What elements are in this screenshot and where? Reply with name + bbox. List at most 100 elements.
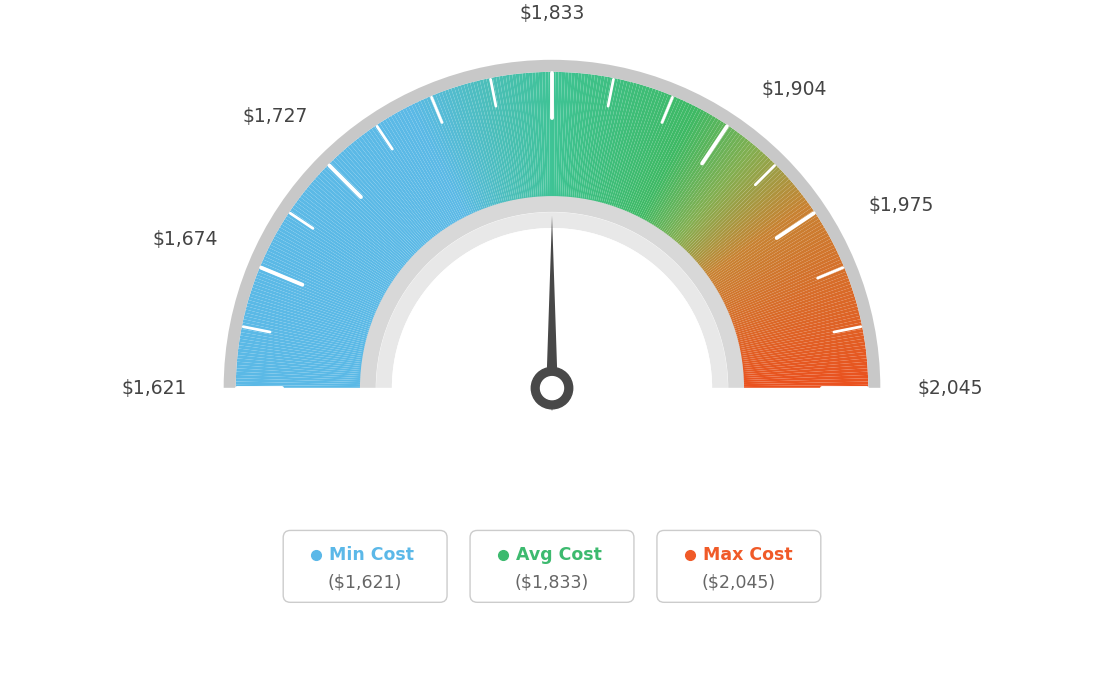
Wedge shape	[735, 303, 858, 339]
Wedge shape	[711, 216, 819, 286]
Wedge shape	[668, 138, 749, 239]
Wedge shape	[448, 88, 491, 209]
Wedge shape	[633, 102, 690, 217]
Wedge shape	[708, 208, 814, 282]
Wedge shape	[570, 73, 585, 199]
Wedge shape	[516, 74, 532, 199]
Wedge shape	[236, 362, 363, 374]
Wedge shape	[346, 146, 429, 244]
Wedge shape	[652, 119, 721, 228]
Wedge shape	[486, 78, 514, 203]
Wedge shape	[238, 345, 364, 364]
Wedge shape	[263, 257, 380, 311]
Wedge shape	[391, 115, 457, 225]
Wedge shape	[372, 126, 445, 233]
Wedge shape	[405, 106, 466, 220]
Wedge shape	[732, 287, 852, 330]
Wedge shape	[710, 213, 817, 285]
Wedge shape	[242, 322, 367, 351]
Wedge shape	[539, 72, 546, 199]
Wedge shape	[734, 297, 856, 335]
Wedge shape	[361, 135, 439, 237]
Wedge shape	[241, 329, 365, 355]
Wedge shape	[333, 157, 422, 251]
Wedge shape	[421, 99, 475, 215]
Wedge shape	[367, 130, 442, 235]
Wedge shape	[457, 86, 497, 207]
Wedge shape	[671, 142, 754, 242]
Wedge shape	[723, 250, 838, 307]
Wedge shape	[683, 160, 773, 253]
Wedge shape	[626, 97, 678, 214]
Wedge shape	[733, 293, 854, 333]
Wedge shape	[737, 326, 862, 353]
Wedge shape	[679, 153, 766, 248]
Circle shape	[531, 367, 573, 408]
Wedge shape	[285, 216, 393, 286]
Wedge shape	[650, 117, 719, 227]
Wedge shape	[682, 157, 771, 251]
Wedge shape	[622, 94, 671, 213]
Wedge shape	[616, 90, 662, 210]
Wedge shape	[236, 372, 362, 380]
Wedge shape	[608, 86, 650, 208]
Wedge shape	[252, 287, 372, 330]
Wedge shape	[613, 88, 656, 209]
Wedge shape	[253, 284, 373, 328]
Wedge shape	[741, 352, 867, 368]
Wedge shape	[236, 375, 362, 382]
Wedge shape	[429, 95, 480, 213]
Wedge shape	[605, 84, 644, 206]
Text: ($1,621): ($1,621)	[328, 573, 402, 591]
Wedge shape	[248, 297, 370, 335]
Wedge shape	[499, 76, 522, 201]
Wedge shape	[305, 189, 404, 270]
Text: Avg Cost: Avg Cost	[516, 546, 602, 564]
Wedge shape	[735, 306, 858, 341]
Wedge shape	[688, 167, 781, 257]
Wedge shape	[315, 177, 411, 263]
Wedge shape	[389, 116, 456, 226]
Wedge shape	[403, 108, 464, 221]
Wedge shape	[725, 259, 842, 313]
Wedge shape	[247, 300, 370, 337]
Wedge shape	[698, 186, 798, 268]
Wedge shape	[380, 121, 450, 229]
Wedge shape	[392, 228, 712, 388]
Wedge shape	[716, 230, 828, 295]
Wedge shape	[693, 177, 789, 263]
Wedge shape	[237, 348, 363, 366]
Wedge shape	[240, 335, 365, 358]
Wedge shape	[306, 186, 406, 268]
Circle shape	[541, 377, 563, 400]
Wedge shape	[659, 126, 732, 233]
Wedge shape	[737, 322, 862, 351]
Wedge shape	[701, 192, 802, 272]
Wedge shape	[739, 335, 864, 358]
Text: $1,727: $1,727	[242, 107, 308, 126]
Wedge shape	[595, 80, 627, 204]
Wedge shape	[692, 174, 787, 261]
Wedge shape	[707, 205, 811, 280]
Text: $1,904: $1,904	[762, 79, 827, 99]
Wedge shape	[308, 184, 407, 267]
Wedge shape	[545, 72, 550, 199]
Wedge shape	[640, 108, 701, 221]
Wedge shape	[236, 382, 362, 386]
Wedge shape	[714, 224, 825, 292]
Wedge shape	[660, 128, 735, 233]
Wedge shape	[519, 73, 534, 199]
Wedge shape	[585, 77, 612, 201]
Wedge shape	[564, 72, 575, 199]
Wedge shape	[641, 110, 704, 222]
Wedge shape	[535, 72, 544, 199]
Text: $1,833: $1,833	[519, 4, 585, 23]
Wedge shape	[438, 92, 486, 211]
Wedge shape	[607, 86, 647, 207]
Wedge shape	[363, 132, 440, 236]
Wedge shape	[400, 110, 463, 222]
Wedge shape	[737, 319, 861, 348]
Wedge shape	[253, 281, 373, 326]
Wedge shape	[742, 385, 868, 388]
Wedge shape	[300, 195, 402, 273]
